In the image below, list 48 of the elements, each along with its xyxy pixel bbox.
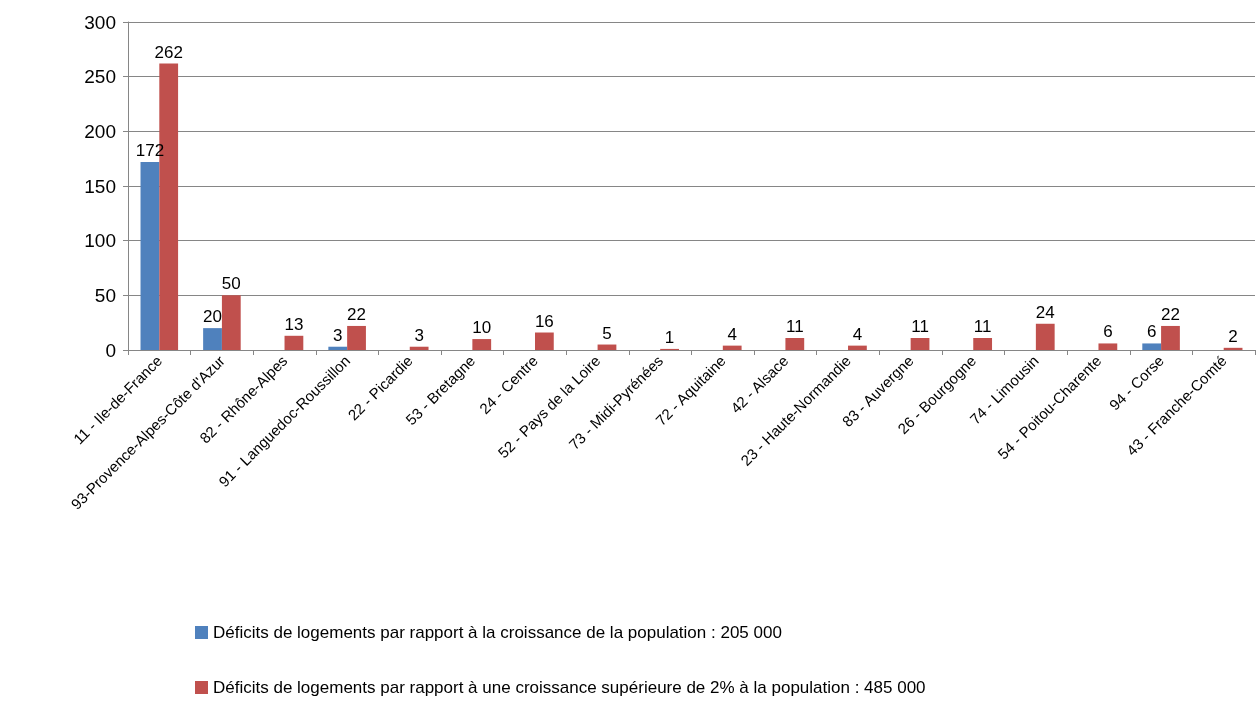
legend-label: Déficits de logements par rapport à la croissance de la population : 205 000 (213, 623, 782, 642)
data-label: 16 (534, 311, 554, 331)
data-label: 4 (852, 324, 863, 344)
data-label: 24 (1035, 302, 1055, 322)
data-label: 262 (154, 42, 183, 62)
bar (1035, 323, 1055, 350)
bar (1161, 325, 1180, 350)
bar (203, 328, 222, 350)
data-label: 1 (664, 327, 675, 347)
data-label: 20 (203, 307, 222, 327)
data-label: 5 (602, 323, 612, 343)
bar (785, 337, 805, 350)
bar (1098, 343, 1118, 350)
data-label: 2 (1228, 326, 1238, 346)
bar (328, 346, 348, 350)
bar (722, 345, 742, 350)
y-tick-label: 250 (84, 66, 116, 88)
data-label: 50 (221, 274, 241, 294)
y-tick-label: 50 (94, 284, 116, 306)
data-label: 13 (284, 314, 304, 334)
data-label: 22 (347, 304, 366, 324)
data-label: 11 (911, 316, 929, 336)
data-label: 4 (727, 324, 737, 344)
bar (140, 161, 160, 350)
y-tick-label: 150 (84, 175, 116, 197)
y-tick-label: 0 (105, 339, 116, 361)
legend-label: Déficits de logements par rapport à une croissance supérieure de 2% à la population : 485 000 (213, 678, 926, 697)
data-label: 11 (785, 316, 804, 336)
bar (1142, 343, 1162, 350)
bar (221, 295, 241, 350)
data-label: 11 (973, 316, 992, 336)
data-label: 6 (1103, 322, 1113, 342)
data-label: 3 (414, 325, 424, 345)
data-label: 22 (1161, 304, 1180, 324)
bar (472, 339, 492, 350)
data-label: 3 (333, 325, 343, 345)
bar (347, 325, 366, 350)
y-tick-label: 300 (84, 11, 116, 33)
y-tick-label: 200 (84, 120, 116, 142)
bar (848, 345, 867, 350)
bar (409, 346, 429, 350)
bar (284, 335, 304, 350)
data-label: 10 (472, 318, 492, 338)
data-label: 6 (1146, 322, 1157, 342)
bar (973, 337, 993, 350)
bar (534, 332, 554, 350)
y-tick-label: 100 (84, 230, 116, 252)
bar (910, 337, 930, 350)
